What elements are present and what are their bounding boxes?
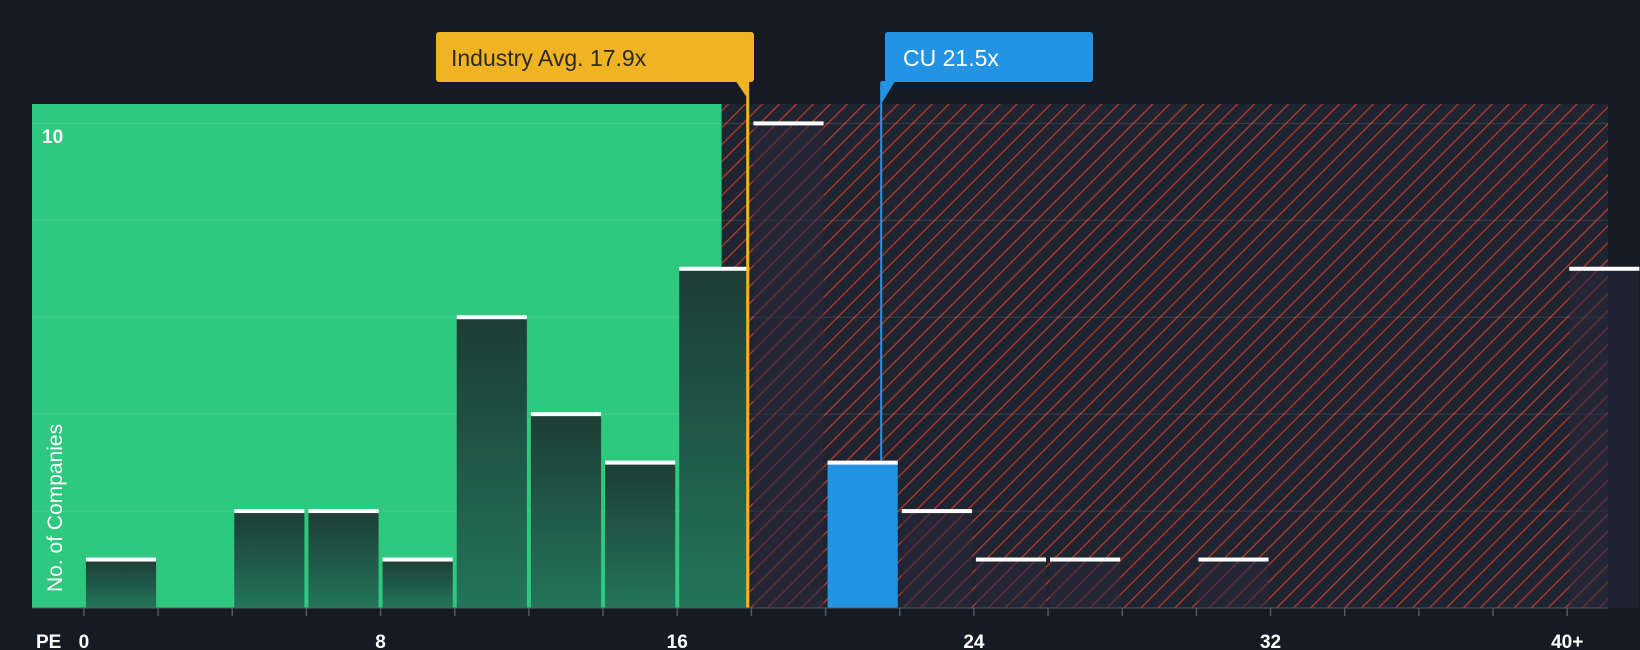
x-axis-label: PE	[36, 632, 61, 650]
industry-avg-label-pointer	[735, 81, 749, 100]
company-pe-label-box	[885, 32, 1093, 82]
histogram-bar	[605, 462, 676, 608]
x-axis: 0 8 16 24 32 40+	[32, 607, 1608, 650]
histogram-bar-cap	[753, 121, 824, 126]
histogram-bar-cap	[234, 509, 305, 514]
histogram-bar	[753, 123, 824, 608]
histogram-bar	[901, 511, 972, 608]
histogram-bar	[975, 559, 1047, 608]
histogram-bar-cap	[85, 557, 157, 562]
x-tick-label: 0	[79, 632, 90, 650]
x-tick-label: 40+	[1551, 632, 1583, 650]
histogram-bars	[85, 121, 1640, 608]
histogram-bar-cap	[901, 509, 972, 514]
company-pe-label-pointer	[881, 81, 896, 104]
histogram-bar	[308, 511, 379, 608]
company-pe-label: CU 21.5x	[903, 45, 999, 71]
histogram-bar	[530, 414, 602, 608]
histogram-bar-cap	[530, 412, 602, 417]
y-tick-label: 10	[42, 127, 63, 148]
histogram-bar-cap	[679, 266, 750, 271]
histogram-bar-cap	[1569, 266, 1640, 271]
histogram-bar	[382, 559, 453, 608]
histogram-bar-cap	[975, 557, 1047, 562]
y-axis-label: No. of Companies	[44, 424, 67, 592]
x-tick-label: 16	[667, 632, 688, 650]
histogram-bar	[1050, 559, 1121, 608]
histogram-bar	[1569, 268, 1640, 608]
histogram-bar-cap	[456, 315, 527, 320]
industry-avg-label: Industry Avg. 17.9x	[451, 45, 647, 71]
histogram-bar	[85, 559, 157, 608]
histogram-bar	[456, 317, 527, 608]
histogram-bar	[827, 462, 898, 608]
histogram-bar-cap	[605, 460, 676, 465]
industry-avg-label-box	[436, 32, 754, 82]
histogram-bar	[679, 268, 750, 608]
x-tick-label: 8	[375, 632, 386, 650]
histogram-bar-cap	[308, 509, 379, 514]
histogram-bar-cap	[827, 460, 898, 465]
histogram-bar-cap	[1198, 557, 1269, 562]
histogram-bar-cap	[1050, 557, 1121, 562]
x-tick-label: 24	[963, 632, 985, 650]
histogram-bar	[234, 511, 305, 608]
value-markers: Industry Avg. 17.9x CU 21.5x	[436, 32, 1093, 608]
histogram-bar-cap	[382, 557, 453, 562]
x-tick-label: 32	[1260, 632, 1281, 650]
histogram-bar	[1198, 559, 1269, 608]
